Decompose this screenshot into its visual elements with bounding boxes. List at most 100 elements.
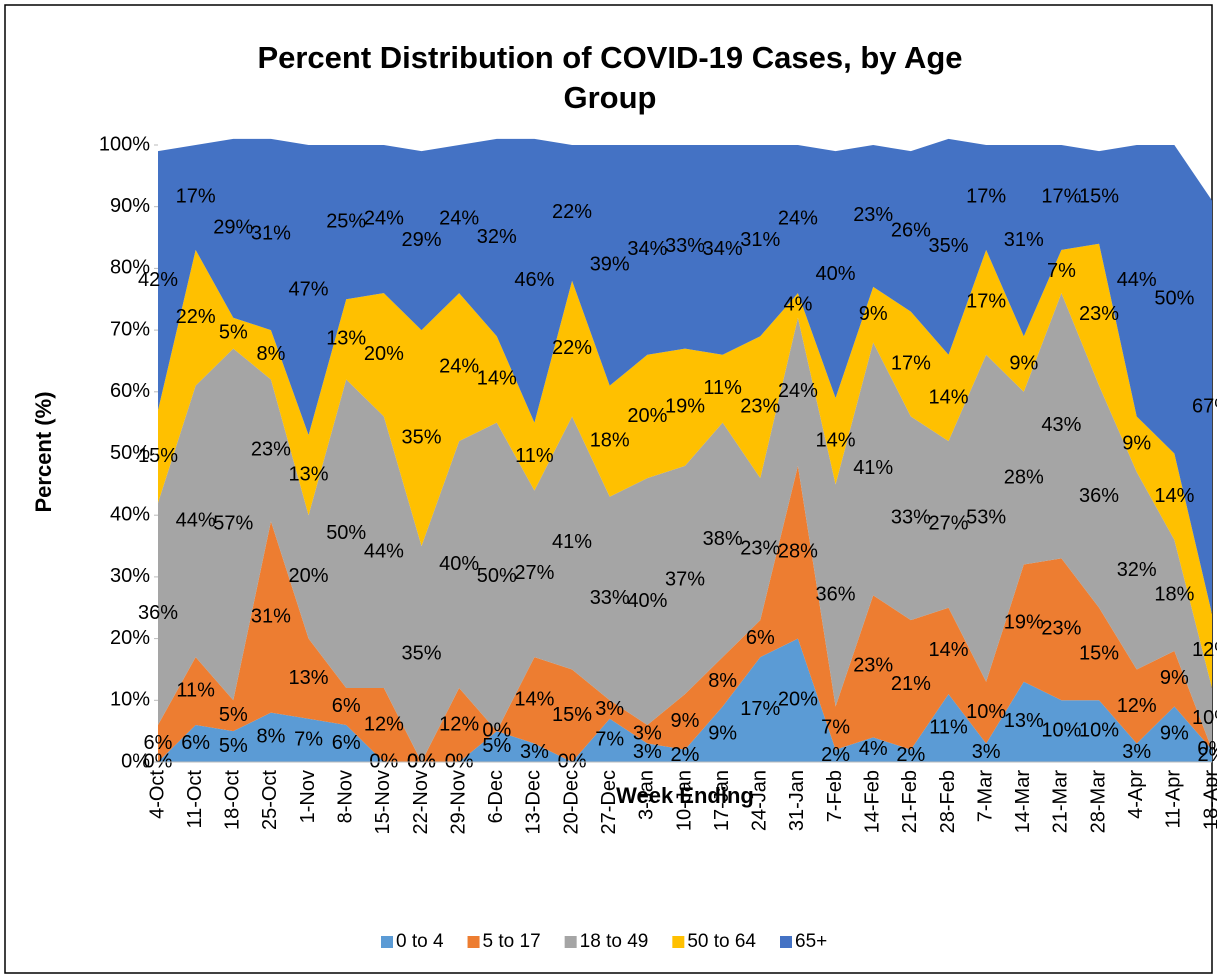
data-label: 29% (401, 229, 441, 251)
data-label: 37% (665, 568, 705, 590)
x-tick-label: 13-Dec (523, 770, 545, 834)
data-label: 9% (1160, 667, 1189, 689)
data-label: 9% (1160, 723, 1189, 745)
x-tick-label: 7-Mar (974, 770, 996, 823)
data-label: 18% (1154, 584, 1194, 606)
data-label: 20% (289, 565, 329, 587)
data-label: 24% (364, 207, 404, 229)
data-label: 42% (138, 269, 178, 291)
data-label: 23% (251, 439, 291, 461)
chart-title: Percent Distribution of COVID-19 Cases, … (257, 40, 962, 115)
data-label: 14% (1154, 485, 1194, 507)
y-tick-label: 30% (110, 565, 150, 587)
data-label: 10% (1192, 707, 1217, 729)
data-label: 24% (439, 355, 479, 377)
data-label: 14% (514, 689, 554, 711)
data-label: 19% (1004, 611, 1044, 633)
data-label: 11% (176, 679, 215, 701)
data-label: 24% (439, 207, 479, 229)
data-label: 15% (1079, 642, 1119, 664)
data-label: 23% (1041, 618, 1081, 640)
y-tick-label: 40% (110, 503, 150, 525)
x-tick-label: 14-Mar (1012, 770, 1034, 834)
data-label: 41% (853, 457, 893, 479)
data-label: 36% (138, 602, 178, 624)
data-label: 7% (595, 729, 624, 751)
data-label: 14% (816, 429, 856, 451)
data-label: 2% (896, 744, 925, 766)
x-axis-title: Week Ending (616, 783, 754, 808)
data-label: 33% (891, 507, 931, 529)
x-tick-label: 18-Oct (222, 770, 244, 830)
data-label: 6% (332, 732, 361, 754)
data-label: 7% (1047, 260, 1076, 282)
data-label: 9% (671, 710, 700, 732)
y-tick-label: 70% (110, 318, 150, 340)
data-label: 20% (778, 689, 818, 711)
data-label: 11% (515, 445, 554, 467)
data-label: 5% (219, 321, 248, 343)
data-label: 41% (552, 531, 592, 553)
x-tick-label: 8-Nov (334, 770, 356, 823)
data-label: 10% (1079, 719, 1119, 741)
data-label: 6% (746, 627, 775, 649)
legend-label: 50 to 64 (687, 931, 756, 952)
data-label: 8% (256, 343, 285, 365)
data-label: 7% (294, 729, 323, 751)
data-label: 39% (590, 254, 630, 276)
x-tick-label: 3-Jan (636, 770, 658, 820)
data-label: 36% (816, 584, 856, 606)
data-label: 67% (1192, 396, 1217, 418)
data-label: 23% (740, 537, 780, 559)
data-label: 7% (821, 716, 850, 738)
legend-swatch (381, 936, 393, 948)
data-label: 22% (552, 337, 592, 359)
data-label: 4% (859, 738, 888, 760)
x-tick-label: 1-Nov (297, 770, 319, 823)
data-label: 10% (966, 701, 1006, 723)
x-tick-label: 27-Dec (598, 770, 620, 834)
data-label: 28% (778, 541, 818, 563)
data-label: 25% (326, 210, 366, 232)
data-label: 18% (590, 429, 630, 451)
x-tick-label: 18-Apr (1200, 770, 1217, 830)
data-label: 53% (966, 507, 1006, 529)
x-tick-label: 29-Nov (447, 770, 469, 834)
data-label: 40% (439, 553, 479, 575)
data-label: 31% (251, 605, 291, 627)
data-label: 36% (1079, 485, 1119, 507)
data-label: 3% (520, 741, 549, 763)
title-line: Percent Distribution of COVID-19 Cases, … (257, 40, 962, 75)
data-label: 12% (1117, 695, 1157, 717)
x-tick-label: 4-Oct (146, 770, 168, 819)
data-label: 2% (671, 744, 700, 766)
data-label: 4% (783, 294, 812, 316)
x-tick-label: 25-Oct (259, 770, 281, 830)
x-tick-label: 14-Feb (861, 770, 883, 833)
x-tick-label: 21-Feb (899, 770, 921, 833)
data-label: 27% (928, 513, 968, 535)
y-axis-title: Percent (%) (31, 391, 56, 512)
data-label: 20% (627, 405, 667, 427)
data-label: 17% (740, 698, 780, 720)
data-label: 20% (364, 343, 404, 365)
data-label: 13% (289, 463, 329, 485)
data-label: 5% (219, 704, 248, 726)
data-label: 17% (966, 291, 1006, 313)
data-label: 10% (1041, 719, 1081, 741)
data-label: 29% (213, 217, 253, 239)
data-label: 33% (665, 235, 705, 257)
data-label: 35% (928, 235, 968, 257)
data-label: 0% (1198, 738, 1217, 760)
data-label: 43% (1041, 414, 1081, 436)
data-label: 12% (364, 713, 404, 735)
data-label: 9% (1009, 352, 1038, 374)
data-label: 13% (326, 328, 366, 350)
data-label: 50% (477, 565, 517, 587)
area (158, 293, 1212, 762)
area (158, 138, 1212, 614)
data-label: 47% (289, 278, 329, 300)
data-label: 24% (778, 207, 818, 229)
area (158, 638, 1212, 762)
data-label: 0% (482, 719, 511, 741)
